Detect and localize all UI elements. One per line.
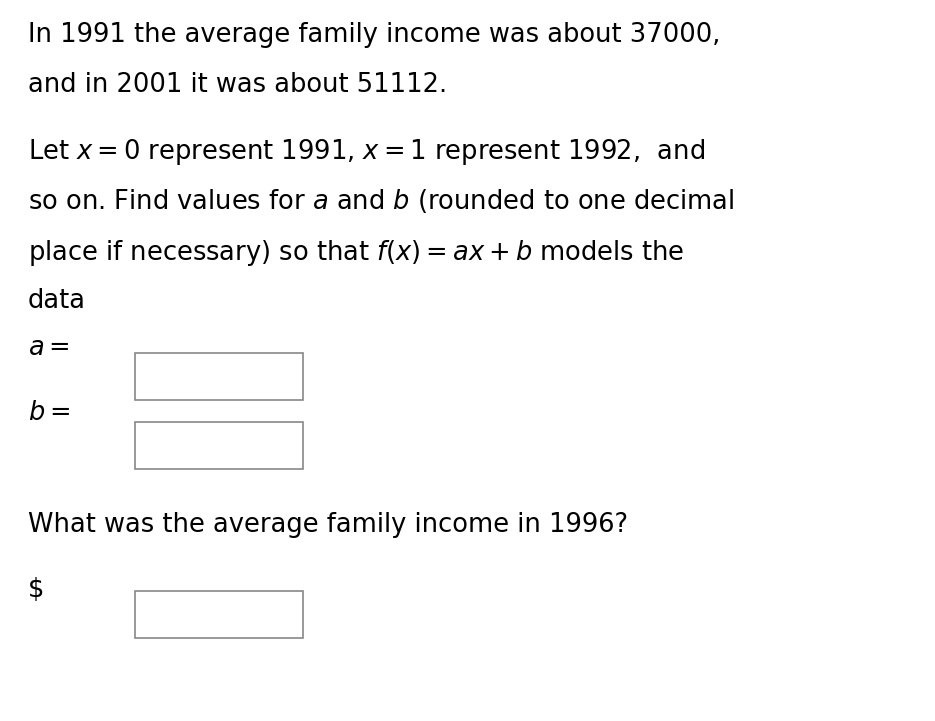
Text: so on. Find values for $a$ and $b$ (rounded to one decimal: so on. Find values for $a$ and $b$ (roun… xyxy=(28,187,734,216)
FancyBboxPatch shape xyxy=(135,353,303,400)
Text: In 1991 the average family income was about 37000,: In 1991 the average family income was ab… xyxy=(28,22,720,48)
Text: and in 2001 it was about 51112.: and in 2001 it was about 51112. xyxy=(28,72,447,98)
Text: place if necessary) so that $f(x) = ax + b$ models the: place if necessary) so that $f(x) = ax +… xyxy=(28,238,684,268)
Text: Let $x = 0$ represent 1991, $x = 1$ represent 1992,  and: Let $x = 0$ represent 1991, $x = 1$ repr… xyxy=(28,137,705,167)
Text: What was the average family income in 1996?: What was the average family income in 19… xyxy=(28,512,628,538)
Text: $b =$: $b =$ xyxy=(28,400,70,426)
Text: data: data xyxy=(28,288,86,314)
FancyBboxPatch shape xyxy=(135,422,303,469)
Text: $a =$: $a =$ xyxy=(28,335,69,361)
Text: $: $ xyxy=(28,577,44,603)
FancyBboxPatch shape xyxy=(135,591,303,638)
